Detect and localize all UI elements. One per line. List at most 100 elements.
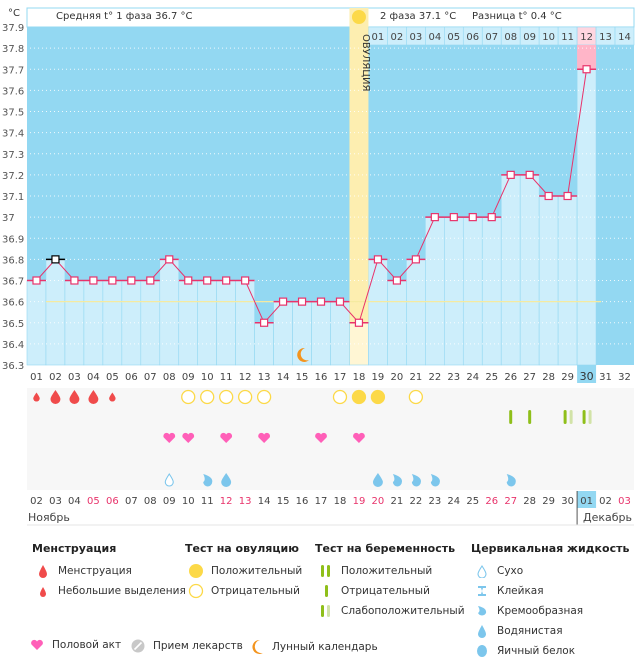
x-tick-label: 03 — [68, 372, 81, 383]
legend-item: Отрицательный — [185, 581, 302, 601]
ovulation-negative-icon — [200, 389, 215, 405]
menstruation-drop-icon — [109, 392, 116, 402]
phase1-average: Средняя t° 1 фаза 36.7 °C — [56, 11, 193, 22]
x-tick-label: 09 — [182, 372, 195, 383]
phase2-average: 2 фаза 37.1 °C — [380, 11, 456, 22]
temperature-bar — [311, 301, 331, 366]
temperature-bar — [444, 216, 464, 366]
x-tick-label: 24 — [466, 372, 479, 383]
heart-icon — [353, 432, 365, 443]
x-tick-label: 29 — [561, 372, 574, 383]
temperature-point — [184, 276, 193, 285]
temperature-bar — [519, 174, 540, 366]
legend-title: Тест на беременность — [315, 542, 456, 555]
menstruation-drop-icon — [33, 392, 40, 402]
phase2-day-cell — [614, 26, 635, 46]
legend-item: Небольшие выделения — [32, 581, 186, 601]
creamy-icon — [506, 474, 516, 487]
temperature-point — [297, 297, 307, 306]
temperature-point — [89, 276, 98, 285]
legend-item: Сухо — [471, 561, 629, 581]
heart-icon — [315, 432, 327, 443]
drop-icon — [32, 564, 54, 578]
date-label: 21 — [391, 496, 404, 507]
pregnancy-negative-icon — [509, 410, 513, 424]
temperature-point — [260, 318, 269, 327]
ovulation-positive-icon — [370, 389, 386, 405]
x-tick-label: 19 — [372, 372, 385, 383]
y-tick-label: 36.4 — [2, 340, 24, 351]
phase2-day-label: 11 — [561, 32, 574, 43]
bbt-chart: 01 02 03 04 05 06 07 08 09 10 11 12 13 14 37.9 37.8 37.… — [2, 7, 635, 526]
moon-icon — [250, 639, 264, 655]
x-tick-label: 04 — [87, 372, 100, 383]
date-label: 07 — [125, 496, 138, 507]
temperature-point — [582, 65, 591, 74]
temperature-bar — [481, 216, 502, 366]
date-label: 02 — [599, 496, 612, 507]
phase2-day-label: 09 — [523, 32, 536, 43]
legend-medication: Прием лекарств — [131, 639, 243, 653]
month-december: Декабрь — [583, 511, 632, 524]
temperature-point — [222, 276, 231, 285]
date-label: 13 — [239, 496, 252, 507]
temperature-point — [127, 276, 136, 285]
x-tick-label: 28 — [542, 372, 555, 383]
phase2-day-label: 07 — [485, 32, 498, 43]
temperature-point — [165, 255, 174, 264]
small-drop-icon — [32, 586, 54, 597]
temperature-point — [373, 255, 383, 264]
temperature-point — [506, 170, 515, 179]
x-tick-label: 21 — [409, 372, 422, 383]
x-tick-label: 17 — [334, 372, 347, 383]
x-tick-label: 02 — [49, 372, 62, 383]
x-tick-label: 06 — [125, 372, 138, 383]
creamy-icon — [471, 605, 493, 617]
temperature-bar — [26, 280, 47, 366]
phase2-day-label: 01 — [372, 32, 385, 43]
x-tick-label: 08 — [163, 372, 176, 383]
y-tick-label: 36.8 — [2, 255, 24, 266]
filled-circle-icon — [185, 563, 207, 579]
x-tick-label: 32 — [618, 372, 631, 383]
y-tick-label: 36.6 — [2, 298, 24, 309]
double-bar-icon — [315, 564, 337, 578]
legend-item: Кремообразная — [471, 601, 629, 621]
phase2-day-label: 03 — [409, 32, 422, 43]
date-label: 23 — [428, 496, 441, 507]
phase2-day-label: 14 — [618, 32, 631, 43]
temperature-point — [430, 213, 439, 222]
temperature-point — [449, 213, 458, 222]
x-tick-label: 27 — [523, 372, 536, 383]
x-tick-label: 16 — [315, 372, 328, 383]
legend-item: Яичный белок — [471, 641, 629, 661]
creamy-icon — [203, 474, 213, 487]
date-label: 22 — [409, 496, 422, 507]
sticky-icon — [471, 585, 493, 597]
date-label: 12 — [220, 496, 233, 507]
date-label: 24 — [447, 496, 460, 507]
temperature-point — [32, 276, 41, 285]
temperature-bar — [462, 216, 483, 366]
date-label: 18 — [334, 496, 347, 507]
y-tick-label: 37.8 — [2, 44, 24, 55]
ovulation-column — [349, 8, 369, 323]
creamy-icon — [430, 474, 440, 487]
temperature-point — [278, 297, 288, 306]
pregnancy-negative-icon — [528, 410, 532, 424]
symbols-area — [27, 388, 634, 490]
ovulation-negative-icon — [181, 389, 196, 405]
temperature-point — [392, 276, 401, 285]
watery-drop-icon — [471, 624, 493, 638]
temperature-point — [563, 191, 572, 201]
date-label: 27 — [504, 496, 517, 507]
temperature-bar — [368, 259, 388, 366]
temperature-difference: Разница t° 0.4 °C — [472, 11, 562, 22]
date-label: 03 — [49, 496, 62, 507]
y-tick-label: 37.4 — [2, 129, 24, 140]
heart-icon — [30, 639, 44, 651]
current-day-highlight — [577, 365, 597, 383]
date-label: 28 — [523, 496, 536, 507]
date-label: 30 — [561, 496, 574, 507]
ovulation-sun-icon — [351, 10, 366, 24]
